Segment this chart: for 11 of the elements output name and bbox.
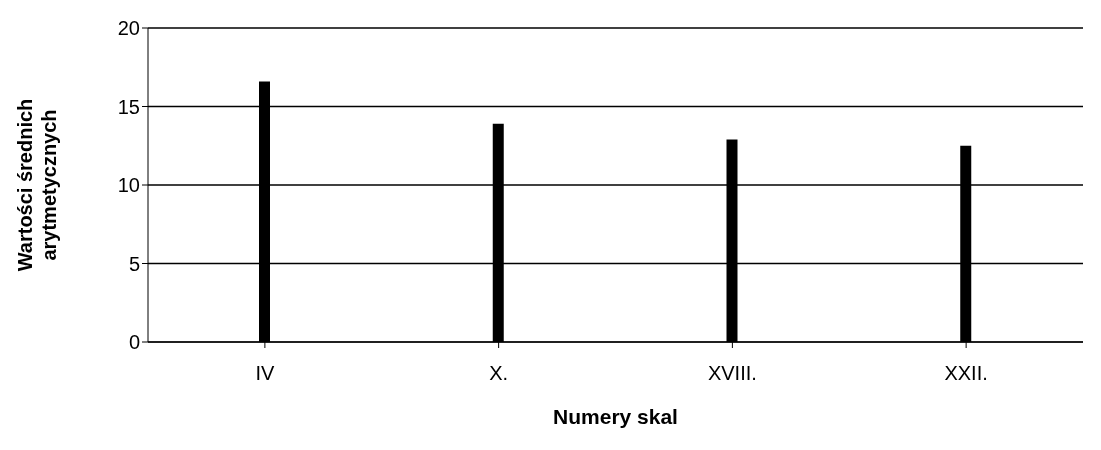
x-tick-label: IV bbox=[255, 362, 275, 385]
y-tick-label: 20 bbox=[117, 17, 140, 40]
y-tick-label: 15 bbox=[117, 95, 140, 118]
x-tick-label: XXII. bbox=[944, 362, 988, 385]
x-tick-label: XVIII. bbox=[707, 362, 757, 385]
y-tick-label: 5 bbox=[128, 252, 140, 275]
x-tick-label: X. bbox=[489, 362, 509, 385]
y-axis-title: Wartości średnich arytmetycznych bbox=[14, 98, 60, 272]
y-tick-label: 0 bbox=[128, 331, 140, 354]
y-tick-label: 10 bbox=[117, 174, 140, 197]
x-axis-title: Numery skal bbox=[553, 405, 678, 428]
